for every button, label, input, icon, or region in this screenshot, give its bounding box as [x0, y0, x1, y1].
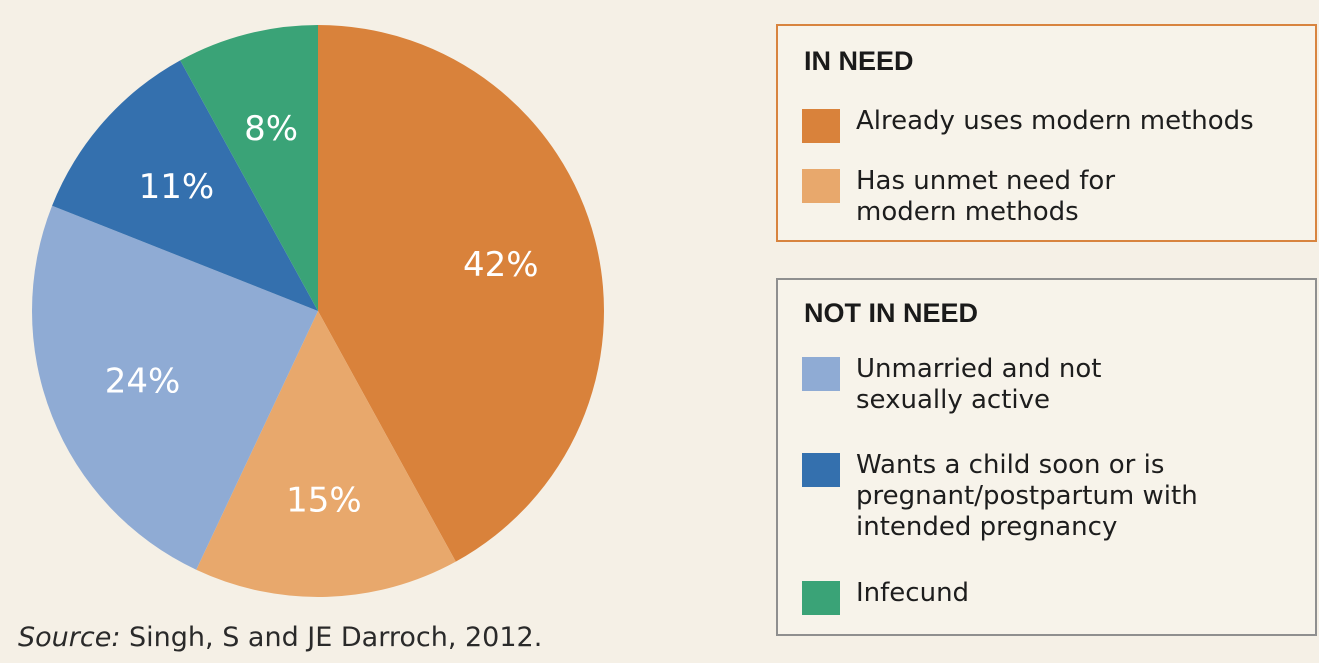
- legend-label-unmarried: Unmarried and not sexually active: [856, 354, 1102, 415]
- source-text: Singh, S and JE Darroch, 2012.: [120, 622, 543, 653]
- legend-group-not-in-need: NOT IN NEED Unmarried and not sexually a…: [776, 278, 1317, 636]
- pie-slice-infecund: [180, 25, 318, 311]
- pie-slice-has-unmet-need: [196, 311, 456, 597]
- legend-swatch-wants-child-soon: [802, 453, 840, 487]
- pie-slice-already-uses-modern-methods: [318, 25, 604, 562]
- pie-slice-wants-child-soon: [52, 60, 318, 312]
- legend-label-infecund: Infecund: [856, 578, 970, 608]
- pie-label-has-unmet-need: 15%: [286, 481, 362, 521]
- legend-label-already-uses-modern-methods: Already uses modern methods: [856, 106, 1254, 136]
- legend-swatch-already-uses-modern-methods: [802, 109, 840, 143]
- pie-chart: 42% 15% 24% 11% 8%: [31, 25, 604, 597]
- legend-label-has-unmet-need: Has unmet need for modern methods: [856, 166, 1116, 227]
- source-note: Source: Singh, S and JE Darroch, 2012.: [18, 622, 542, 653]
- legend-swatch-infecund: [802, 581, 840, 615]
- legend-group-title-not-in-need: NOT IN NEED: [804, 298, 979, 328]
- pie-label-wants-child-soon: 11%: [139, 167, 215, 207]
- legend-group-in-need: IN NEED Already uses modern methods Has …: [776, 24, 1317, 242]
- pie-label-already-uses-modern-methods: 42%: [463, 245, 539, 285]
- legend-swatch-unmarried: [802, 357, 840, 391]
- pie-label-infecund: 8%: [244, 109, 298, 149]
- legend-group-title-in-need: IN NEED: [804, 46, 914, 76]
- pie-label-unmarried: 24%: [105, 361, 181, 401]
- source-prefix: Source:: [18, 622, 121, 653]
- pie-slice-unmarried: [31, 205, 318, 570]
- legend-label-wants-child-soon: Wants a child soon or is pregnant/postpa…: [856, 450, 1198, 542]
- legend-swatch-has-unmet-need: [802, 169, 840, 203]
